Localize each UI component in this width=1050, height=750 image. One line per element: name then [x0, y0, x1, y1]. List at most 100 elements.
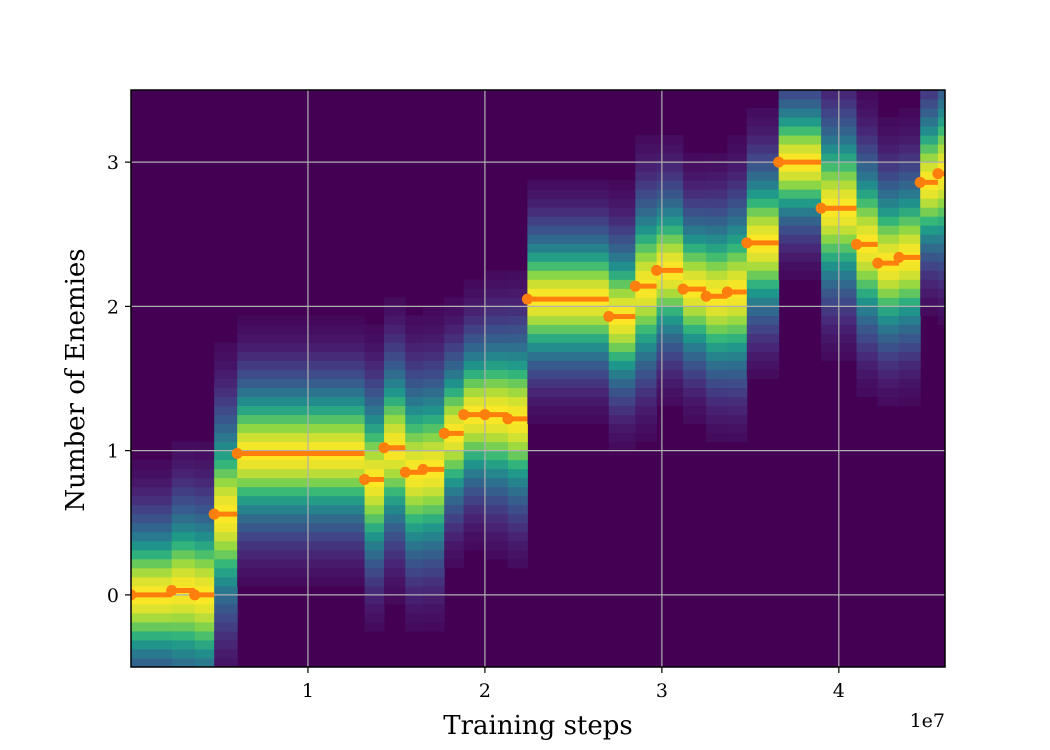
heatmap-cell: [484, 333, 509, 343]
heatmap-cell: [463, 378, 486, 389]
heatmap-cell: [920, 126, 939, 136]
heatmap-cell: [507, 315, 528, 325]
heatmap-cell: [444, 504, 465, 515]
heatmap-cell: [463, 387, 486, 398]
heatmap-cell: [444, 396, 465, 407]
heatmap-cell: [856, 234, 879, 244]
heatmap-cell: [364, 387, 385, 398]
heatmap-cell: [507, 405, 528, 416]
heatmap-cell: [463, 297, 486, 307]
heatmap-cell: [405, 576, 424, 587]
heatmap-cell: [171, 657, 196, 667]
heatmap-cell: [778, 117, 822, 127]
heatmap-cell: [920, 306, 939, 316]
heatmap-cell: [778, 207, 822, 217]
heatmap-cell: [507, 360, 528, 370]
heatmap-cell: [527, 261, 610, 271]
heatmap-cell: [608, 396, 636, 407]
heatmap-cell: [384, 576, 406, 587]
heatmap-cell: [635, 369, 658, 379]
heatmap-cell: [463, 405, 486, 416]
heatmap-cell: [422, 522, 445, 533]
heatmap-cell: [746, 279, 780, 289]
heatmap-cell: [727, 306, 748, 316]
heatmap-cell: [384, 468, 406, 479]
heatmap-cell: [635, 333, 658, 343]
heatmap-cell: [422, 423, 445, 434]
heatmap-cell: [405, 351, 424, 361]
heatmap-cell: [463, 504, 486, 515]
heatmap-cell: [746, 243, 780, 253]
heatmap-cell: [507, 297, 528, 307]
heatmap-cell: [608, 423, 636, 434]
heatmap-cell: [444, 306, 465, 316]
heatmap-cell: [608, 207, 636, 217]
heatmap-cell: [683, 396, 707, 407]
heatmap-cell: [683, 333, 707, 343]
heatmap-cell: [937, 306, 945, 316]
heatmap-cell: [364, 495, 385, 506]
heatmap-cell: [194, 576, 215, 587]
heatmap-cell: [444, 450, 465, 461]
heatmap-cell: [527, 306, 610, 316]
heatmap-cell: [444, 351, 465, 361]
heatmap-cell: [507, 441, 528, 452]
heatmap-cell: [937, 99, 945, 109]
heatmap-cell: [405, 477, 424, 488]
segment-mean-point: [700, 290, 712, 302]
heatmap-cell: [527, 324, 610, 334]
heatmap-cell: [920, 162, 939, 172]
heatmap-cell: [444, 378, 465, 389]
heatmap-cell: [405, 324, 424, 334]
heatmap-cell: [131, 603, 173, 614]
heatmap-cell: [237, 540, 366, 551]
heatmap-cell: [507, 513, 528, 524]
heatmap-cell: [635, 315, 658, 325]
heatmap-cell: [131, 477, 173, 488]
heatmap-cell: [214, 621, 238, 632]
heatmap-cell: [422, 369, 445, 379]
heatmap-cell: [507, 333, 528, 343]
heatmap-cell: [727, 144, 748, 154]
heatmap-cell: [214, 351, 238, 361]
heatmap-cell: [608, 297, 636, 307]
heatmap-cell: [422, 585, 445, 596]
heatmap-cell: [898, 153, 921, 163]
heatmap-cell: [727, 153, 748, 163]
heatmap-cell: [856, 189, 879, 199]
heatmap-cell: [171, 468, 196, 479]
heatmap-cell: [635, 252, 658, 262]
heatmap-cell: [920, 90, 939, 100]
heatmap-cell: [405, 315, 424, 325]
heatmap-cell: [706, 378, 728, 389]
heatmap-cell: [746, 297, 780, 307]
heatmap-cell: [194, 441, 215, 452]
heatmap-cell: [635, 207, 658, 217]
heatmap-cell: [484, 405, 509, 416]
heatmap-cell: [937, 126, 945, 136]
heatmap-cell: [237, 486, 366, 497]
heatmap-cell: [856, 306, 879, 316]
heatmap-cell: [131, 657, 173, 667]
heatmap-cell: [384, 495, 406, 506]
heatmap-cell: [656, 279, 684, 289]
heatmap-cell: [727, 225, 748, 235]
heatmap-cell: [746, 306, 780, 316]
heatmap-cell: [384, 558, 406, 569]
heatmap-cell: [214, 450, 238, 461]
heatmap-cell: [507, 396, 528, 407]
heatmap-cell: [422, 351, 445, 361]
heatmap-cell: [507, 288, 528, 298]
heatmap-cell: [746, 360, 780, 370]
heatmap-cell: [937, 117, 945, 127]
heatmap-cell: [131, 549, 173, 560]
heatmap-cell: [237, 441, 366, 452]
heatmap-cell: [635, 225, 658, 235]
heatmap-cell: [405, 567, 424, 578]
heatmap-cell: [608, 432, 636, 443]
segment-mean-point: [208, 508, 220, 520]
heatmap-cell: [507, 351, 528, 361]
heatmap-cell: [898, 180, 921, 190]
heatmap-cell: [422, 567, 445, 578]
heatmap-cell: [856, 342, 879, 352]
